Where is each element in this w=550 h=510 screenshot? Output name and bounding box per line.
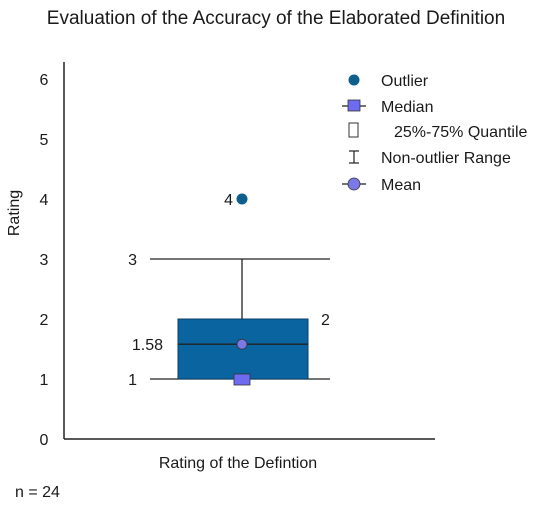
median-legend-marker xyxy=(347,99,361,112)
y-tick-label: 2 xyxy=(40,312,49,329)
legend: Outlier Median 25%-75% Quantile Non-outl… xyxy=(342,73,528,194)
y-axis-tick-labels: 0 1 2 3 4 5 6 xyxy=(40,72,49,449)
outlier-legend-marker xyxy=(348,74,360,86)
y-tick-label: 0 xyxy=(40,432,49,449)
mean-value-label: 1.58 xyxy=(132,337,163,354)
quantile-legend-box xyxy=(348,122,359,138)
median-marker xyxy=(233,373,251,386)
x-axis-label: Rating of the Defintion xyxy=(159,455,317,472)
legend-label-quantile: 25%-75% Quantile xyxy=(394,124,528,141)
outlier-value-label: 4 xyxy=(224,192,233,209)
plot-area: 4 2 3 1.58 1 xyxy=(128,192,330,389)
mean-marker xyxy=(236,338,248,350)
legend-label-range: Non-outlier Range xyxy=(381,150,511,167)
sample-size-note: n = 24 xyxy=(15,484,60,501)
y-axis-label: Rating xyxy=(6,190,23,236)
y-tick-label: 5 xyxy=(40,132,49,149)
legend-item-range: Non-outlier Range xyxy=(349,150,511,167)
y-tick-label: 4 xyxy=(40,192,49,209)
y-tick-label: 1 xyxy=(40,372,49,389)
outlier-point xyxy=(236,193,248,205)
whisker-low-value-label: 1 xyxy=(128,372,137,389)
y-tick-label: 3 xyxy=(40,252,49,269)
whisker-high-value-label: 3 xyxy=(128,252,137,269)
legend-label-median: Median xyxy=(381,99,433,116)
legend-item-median: Median xyxy=(342,99,433,116)
chart-title: Evaluation of the Accuracy of the Elabor… xyxy=(47,8,505,29)
q3-value-label: 2 xyxy=(321,312,330,329)
mean-legend-marker xyxy=(347,177,361,191)
legend-item-mean: Mean xyxy=(342,177,421,194)
legend-label-outlier: Outlier xyxy=(381,73,429,90)
legend-item-outlier: Outlier xyxy=(348,73,429,90)
legend-label-mean: Mean xyxy=(381,177,421,194)
y-tick-label: 6 xyxy=(40,72,49,89)
legend-item-quantile: 25%-75% Quantile xyxy=(348,122,528,141)
